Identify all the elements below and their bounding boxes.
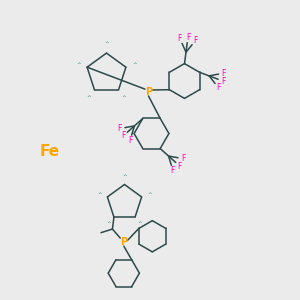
Text: F: F bbox=[121, 131, 125, 140]
Text: ^: ^ bbox=[98, 192, 102, 197]
Text: ^: ^ bbox=[132, 62, 137, 67]
Text: ^: ^ bbox=[104, 41, 109, 46]
Text: ^: ^ bbox=[137, 221, 142, 226]
Text: ^: ^ bbox=[122, 174, 127, 179]
Text: F: F bbox=[193, 36, 198, 45]
Text: ^: ^ bbox=[147, 192, 152, 197]
Text: F: F bbox=[222, 68, 226, 77]
Text: F: F bbox=[178, 34, 182, 43]
Text: F: F bbox=[221, 77, 225, 86]
Text: F: F bbox=[178, 162, 182, 171]
Text: ^: ^ bbox=[122, 95, 126, 100]
Text: F: F bbox=[118, 124, 122, 133]
Text: P: P bbox=[145, 86, 152, 97]
Text: F: F bbox=[186, 33, 190, 42]
Text: F: F bbox=[181, 154, 185, 163]
Text: F: F bbox=[216, 83, 220, 92]
Text: Fe: Fe bbox=[39, 144, 60, 159]
Text: F: F bbox=[128, 136, 132, 145]
Text: F: F bbox=[171, 166, 175, 175]
Text: ^: ^ bbox=[107, 221, 112, 226]
Text: ^: ^ bbox=[87, 95, 92, 100]
Text: ^: ^ bbox=[76, 62, 81, 67]
Text: P: P bbox=[120, 237, 128, 247]
